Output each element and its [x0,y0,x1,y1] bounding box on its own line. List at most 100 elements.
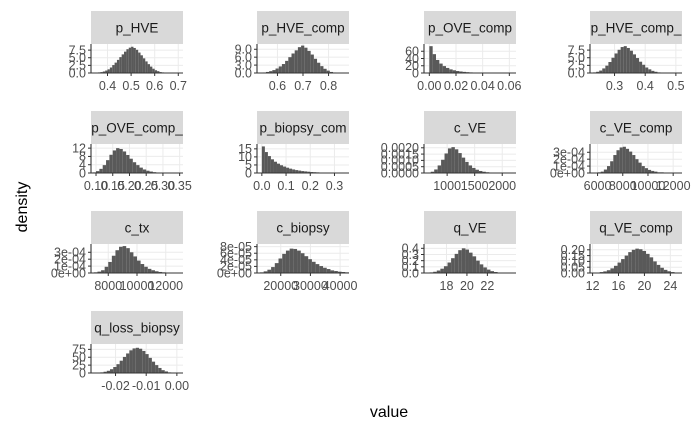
y-tick-label: 0.2 [402,254,419,268]
histogram-bars [97,347,175,373]
histogram-bar [121,54,125,73]
histogram-bar [323,68,327,73]
histogram-bar [454,253,459,273]
histogram-bars [593,46,667,73]
histogram-bar [645,67,649,73]
histogram-bar [276,163,280,173]
histogram-bar [151,270,155,273]
histogram-bar [458,153,462,173]
histogram-bar [138,52,141,73]
histogram-bar [446,67,450,73]
histogram-bar [119,148,123,173]
histogram-bar [108,261,112,273]
x-tick-label: 8000 [94,279,122,293]
histogram-bar [433,271,437,273]
histogram-bars [93,246,173,273]
histogram-bar [135,347,139,373]
histogram-bar [96,171,100,173]
histogram-bar [337,271,342,273]
histogram-bar [278,66,282,73]
histogram-bar [274,263,279,273]
histogram-bar [323,267,327,273]
y-tick-label: 0 [79,366,86,380]
y-tick-label: 5.0 [568,51,585,65]
histogram-bar [122,246,127,273]
histogram-bar [304,47,308,73]
histogram-bar [441,159,445,173]
histogram-bars [98,46,165,73]
histogram-bar [154,70,158,73]
x-tick-label: 0.3 [326,179,343,193]
x-tick-label: 0.3 [606,79,623,93]
histogram-bar [638,162,642,173]
histogram-bar [145,61,148,73]
histogram-bars [426,248,512,273]
facet-strip [424,211,516,244]
x-tick-label: 22 [480,279,494,293]
histogram-bar [122,151,127,173]
y-tick-label: 0.15 [561,249,585,263]
histogram-bar [112,150,117,173]
histogram-bar [297,47,302,73]
histogram-bar [307,50,311,73]
histogram-bar [660,267,664,273]
histogram-bars [427,147,500,173]
histogram-bar [131,46,134,73]
histogram-bar [647,169,652,173]
y-tick-label: 8e-05 [220,240,252,254]
y-tick-label: 15 [238,142,252,156]
x-tick-label: 24 [663,279,677,293]
histogram-bar [291,53,295,73]
histogram-bar [289,248,294,273]
histogram-bar [625,148,630,173]
histogram-bar [164,371,168,373]
histogram-bar [649,257,654,273]
y-tick-label: 2e-04 [553,152,585,166]
y-tick-label: 0.0020 [381,141,419,155]
x-tick-label: 1500 [461,179,489,193]
histogram-bar [295,170,299,173]
histogram-bar [269,71,273,73]
y-tick-label: 0.0015 [381,147,419,161]
histogram-bar [317,62,321,73]
histogram-bar [452,70,456,73]
histogram-bar [447,148,452,173]
facet-strip-label: p_HVE [116,21,159,36]
histogram-bar [479,264,484,273]
y-tick-label: 3e-04 [553,146,585,160]
histogram-bar [106,160,110,173]
y-tick-label: 1e-04 [553,159,585,173]
histogram-bar [606,270,611,273]
histogram-bar [109,67,113,73]
x-tick-label: 30000 [293,279,328,293]
histogram-bar [648,69,652,73]
histogram-bar [135,49,139,73]
histogram-bar [119,246,123,273]
histogram-bar [472,256,477,273]
histogram-bar [330,270,335,273]
x-tick-label: 0.00 [165,379,189,393]
x-tick-label: 16 [612,279,626,293]
histogram-bar [646,253,650,273]
histogram-bar [304,256,309,273]
y-tick-label: 8 [79,150,86,164]
histogram-bar [289,168,293,173]
histogram-bar [319,266,324,273]
histogram-bar [293,248,298,273]
histogram-bar [283,166,287,173]
histogram-bar [292,169,296,173]
histogram-bar [468,252,473,273]
x-tick-label: 6000 [584,179,612,193]
histogram-bar [148,357,152,373]
histogram-bar [301,45,305,73]
x-tick-label: 0.10 [84,179,108,193]
y-tick-label: 0 [79,166,86,180]
histogram-bar [113,367,117,373]
y-tick-label: 0.20 [561,243,585,257]
histogram-bar [326,269,331,273]
x-tick-label: 12 [586,279,600,293]
y-tick-label: 0e+00 [51,266,86,280]
y-tick-label: 7.5 [69,43,86,57]
